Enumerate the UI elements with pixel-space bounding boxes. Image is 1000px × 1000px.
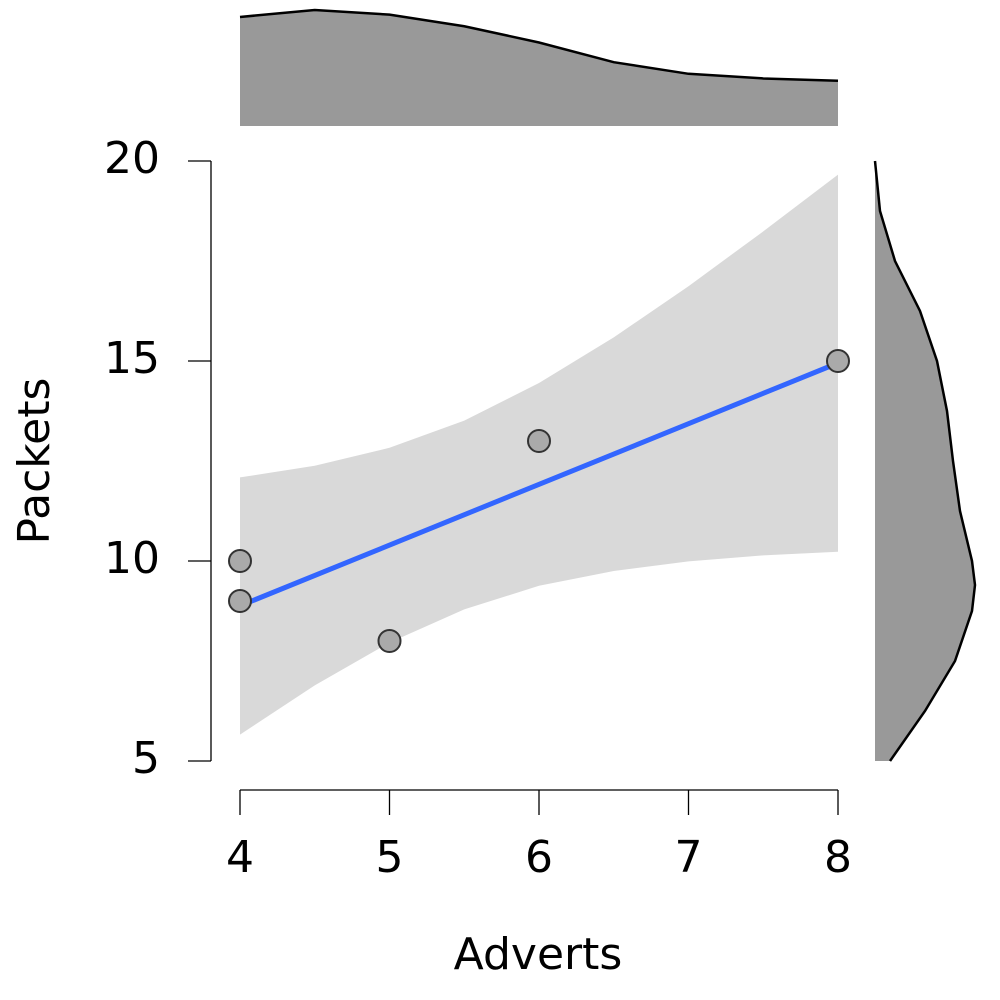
point	[527, 429, 551, 453]
x-density	[240, 10, 838, 126]
point	[826, 349, 850, 373]
y-tick-label: 5	[132, 733, 160, 784]
point	[228, 589, 252, 613]
x-tick-label: 5	[376, 832, 404, 883]
y-tick-label: 10	[104, 533, 160, 584]
x-tick-label: 4	[226, 832, 254, 883]
x-density-outline	[239, 8, 839, 83]
x-tick-label: 7	[675, 832, 703, 883]
point	[377, 629, 402, 653]
y-tick-label: 15	[104, 333, 160, 384]
x-tick-label: 6	[525, 832, 553, 883]
point	[228, 549, 252, 573]
fit-line	[239, 360, 839, 609]
y-tick-label: 20	[104, 133, 160, 184]
x-tick-label: 8	[824, 832, 852, 883]
y-density-outline	[873, 160, 977, 762]
x-axis-title: Adverts	[454, 929, 623, 980]
confidence-band	[240, 174, 838, 735]
y-density	[875, 161, 975, 761]
y-axis-title: Packets	[9, 378, 60, 545]
